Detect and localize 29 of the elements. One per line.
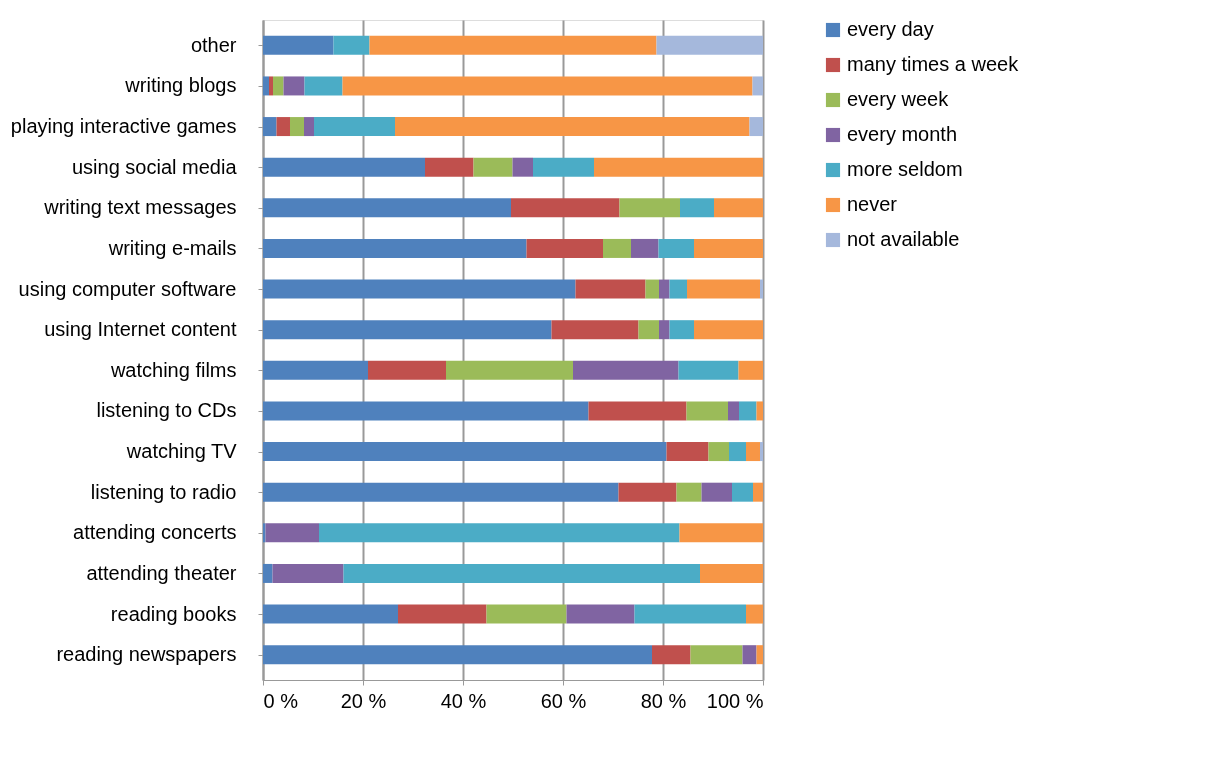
legend-label: every month: [847, 123, 958, 145]
y-tick-label: writing text messages: [43, 196, 237, 219]
y-tick-label: using Internet content: [44, 318, 237, 341]
x-tick-label: 0 %: [263, 689, 299, 712]
y-tick-label: reading books: [110, 602, 237, 625]
x-tick-label: 40 %: [440, 689, 487, 712]
y-tick-label: writing blogs: [124, 74, 237, 97]
legend-label: not available: [847, 228, 960, 250]
legend-label: more seldom: [847, 158, 963, 180]
legend-label: every day: [847, 18, 934, 40]
y-tick-label: playing interactive games: [10, 115, 237, 138]
y-tick-label: using computer software: [18, 277, 237, 300]
x-tick-label: 20 %: [340, 689, 387, 712]
y-tick-label: attending theater: [86, 561, 237, 584]
y-tick-label: other: [190, 33, 237, 56]
y-tick-label: watching TV: [125, 440, 238, 463]
legend-label: many times a week: [847, 53, 1020, 75]
y-tick-label: watching films: [109, 358, 237, 381]
x-tick-label: 100 %: [706, 689, 764, 712]
x-tick-label: 60 %: [540, 689, 587, 712]
legend-label: never: [847, 193, 898, 215]
y-tick-label: listening to CDs: [96, 399, 237, 422]
y-tick-label: listening to radio: [90, 480, 237, 503]
x-tick-label: 80 %: [640, 689, 687, 712]
y-tick-label: reading newspapers: [56, 643, 237, 666]
y-tick-label: writing e-mails: [107, 236, 237, 259]
y-tick-label: attending concerts: [73, 521, 237, 544]
y-tick-label: using social media: [71, 155, 238, 178]
legend-label: every week: [847, 88, 950, 110]
